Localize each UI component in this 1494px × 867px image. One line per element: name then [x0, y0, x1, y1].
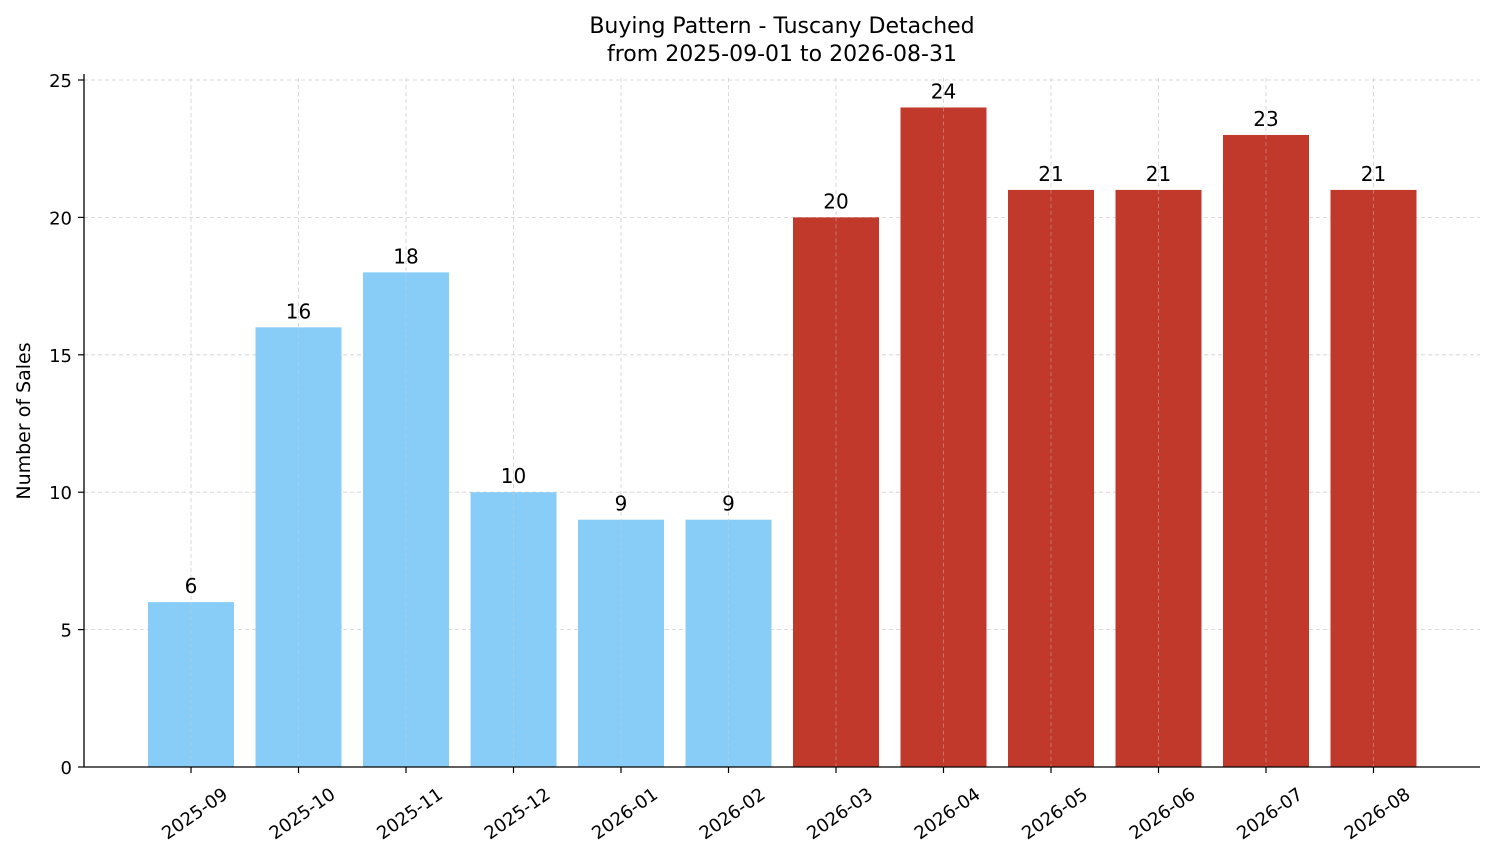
chart-title: Buying Pattern - Tuscany Detached	[589, 14, 974, 39]
data-label-2025-11: 18	[393, 244, 418, 268]
bars	[148, 107, 1417, 768]
x-tick-label: 2026-08	[1341, 784, 1415, 844]
y-tick-label: 25	[49, 71, 72, 92]
x-tick-label: 2026-03	[803, 784, 877, 844]
axes	[83, 74, 1480, 768]
data-label-2025-12: 10	[501, 464, 526, 488]
data-label-2026-01: 9	[615, 492, 628, 516]
x-tick-label: 2026-01	[588, 784, 662, 844]
y-axis-label: Number of Sales	[13, 342, 35, 499]
data-label-2026-03: 20	[823, 189, 848, 213]
x-tick-label: 2025-10	[266, 784, 340, 844]
x-tick-label: 2026-02	[696, 784, 770, 844]
x-tick-label: 2026-07	[1233, 784, 1307, 844]
data-label-2026-08: 21	[1361, 162, 1386, 186]
data-labels: 6 16 18 10 9 9 20 24 21 21 23 21	[185, 79, 1387, 598]
data-label-2026-06: 21	[1146, 162, 1171, 186]
data-label-2026-02: 9	[722, 492, 735, 516]
y-tick-label: 0	[61, 758, 72, 779]
chart-subtitle: from 2025-09-01 to 2026-08-31	[607, 42, 957, 67]
x-tick-label: 2026-04	[911, 784, 985, 844]
y-tick-label: 5	[61, 621, 72, 642]
data-label-2025-09: 6	[185, 574, 198, 598]
data-label-2025-10: 16	[286, 299, 311, 323]
x-tick-label: 2026-06	[1126, 784, 1200, 844]
x-tick-label: 2025-09	[158, 784, 232, 844]
data-label-2026-05: 21	[1038, 162, 1063, 186]
y-tick-label: 10	[49, 483, 72, 504]
x-tick-label: 2026-05	[1018, 784, 1092, 844]
x-tick-label: 2025-12	[481, 784, 555, 844]
x-tick-label: 2025-11	[373, 784, 447, 844]
bar-2025-09	[148, 602, 234, 767]
y-tick-label: 20	[49, 208, 72, 229]
y-tick-label: 15	[49, 346, 72, 367]
data-label-2026-07: 23	[1253, 107, 1278, 131]
data-label-2026-04: 24	[931, 79, 956, 103]
